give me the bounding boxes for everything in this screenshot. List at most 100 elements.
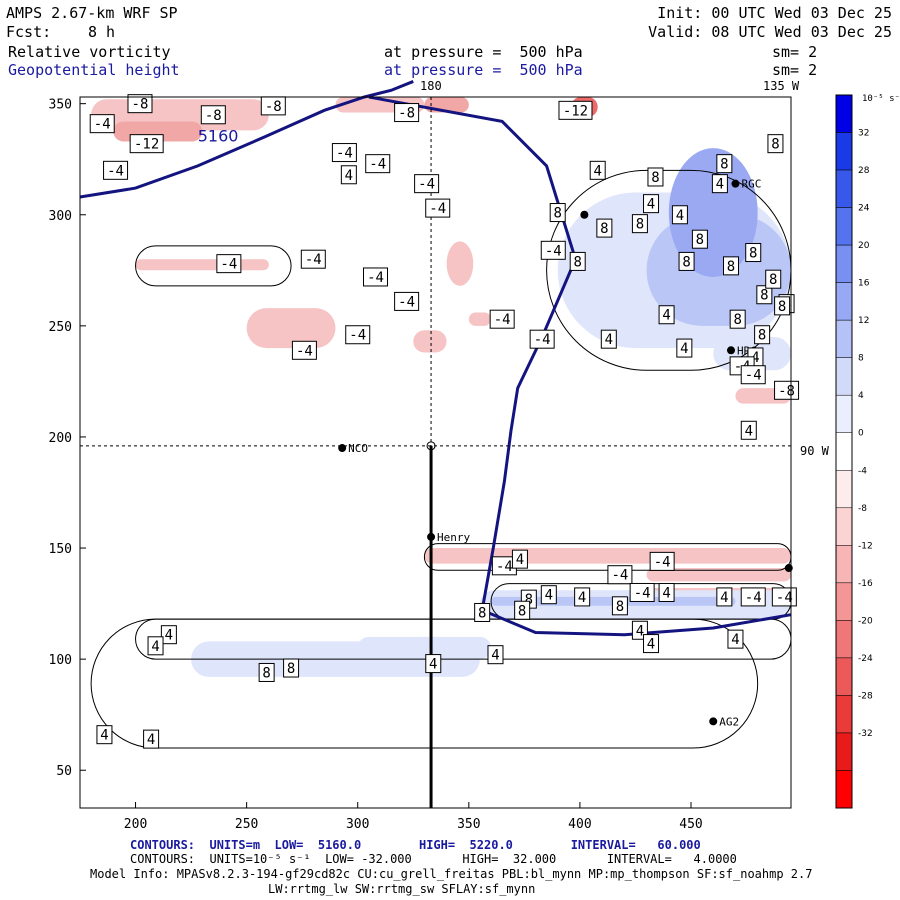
colorbar-tick-15: -24 [858, 654, 873, 664]
station-dot-2 [709, 717, 718, 726]
vorticity-label-box-43 [596, 218, 613, 238]
vorticity-label-box-56 [740, 587, 766, 607]
vorticity-label-text-37: -4 [745, 368, 762, 384]
vorticity-label-box-61 [540, 585, 557, 605]
vorticity-label-text-55: -4 [634, 585, 651, 601]
vorticity-label-65: 8 [474, 602, 491, 622]
vorticity-label-49: 8 [765, 269, 782, 289]
vorticity-label-box-23 [711, 174, 728, 194]
vorticity-label-text-43: 8 [600, 221, 608, 237]
vorticity-label-box-17 [489, 309, 515, 329]
vorticity-label-text-24: 8 [771, 137, 779, 153]
vorticity-label-box-34 [754, 325, 771, 345]
vorticity-label-text-47: 8 [696, 232, 704, 248]
vorticity-label-70: 4 [425, 654, 442, 674]
vorticity-label-box-49 [765, 269, 782, 289]
vorticity-label-box-26 [671, 205, 688, 225]
vorticity-label-text-72: 8 [287, 661, 295, 677]
vorticity-label-text-58: 4 [662, 585, 670, 601]
vorticity-label-27: 8 [745, 243, 762, 263]
vorticity-label-68: 4 [643, 634, 660, 654]
vorticity-label-box-9 [365, 154, 391, 174]
vorticity-label-box-76 [96, 725, 113, 745]
colorbar-swatch-13 [835, 582, 853, 621]
vorticity-label-text-73: 4 [165, 628, 173, 644]
vorticity-label-4: -8 [260, 96, 286, 116]
vorticity-label-text-66: 4 [636, 623, 644, 639]
vorticity-shading-16 [646, 568, 791, 582]
colorbar-swatch-5 [835, 282, 853, 321]
vorticity-label-54: -4 [649, 551, 675, 571]
vorticity-label-10: -4 [414, 174, 440, 194]
vorticity-label-text-38: -8 [778, 383, 795, 399]
vorticity-label-text-59: 4 [720, 590, 728, 606]
vorticity-label-11: -4 [425, 198, 451, 218]
vorticity-label-text-62: 4 [578, 590, 586, 606]
vorticity-label-box-14 [300, 249, 326, 269]
colorbar-tick-16: -28 [858, 691, 873, 701]
colorbar-swatch-16 [835, 695, 853, 734]
vorticity-label-text-21: -12 [563, 103, 588, 119]
vorticity-label-text-20: -4 [534, 332, 551, 348]
vorticity-label-text-1: -8 [132, 97, 149, 113]
colorbar-swatch-0 [835, 94, 853, 133]
colorbar-tick-11: -8 [858, 504, 867, 514]
vorticity-label-box-5 [103, 160, 129, 180]
colorbar-swatch-4 [835, 244, 853, 283]
vorticity-label-box-29 [756, 285, 773, 305]
vorticity-label-40: 4 [676, 338, 693, 358]
vorticity-label-29: 8 [756, 285, 773, 305]
vorticity-label-box-2 [129, 134, 164, 154]
height-contour-5160-west [79, 80, 414, 199]
vorticity-label-box-31 [774, 296, 791, 316]
vorticity-label-1: -8 [127, 94, 153, 114]
vorticity-label-14: -4 [300, 249, 326, 269]
vorticity-label-text-68: 4 [647, 637, 655, 653]
colorbar-tick-14: -20 [858, 616, 873, 626]
vorticity-label-box-12 [540, 240, 566, 260]
vorticity-label-2: -12 [129, 134, 164, 154]
vorticity-label-7: -4 [331, 143, 357, 163]
vorticity-label-text-22: 8 [720, 157, 728, 173]
vorticity-label-text-44: 8 [553, 206, 561, 222]
vorticity-label-text-48: 8 [682, 254, 690, 270]
vorticity-label-box-20 [529, 329, 555, 349]
vorticity-label-text-6: -8 [398, 106, 415, 122]
vorticity-label-26: 4 [671, 205, 688, 225]
x-tick-label-250: 250 [235, 817, 258, 832]
vorticity-label-text-53: -4 [611, 568, 628, 584]
colorbar-swatch-18 [835, 770, 853, 809]
vorticity-label-67: 4 [727, 629, 744, 649]
vorticity-label-box-11 [425, 198, 451, 218]
vorticity-label-32: 8 [729, 309, 746, 329]
footer-physics: LW:rrtmg_lw SW:rrtmg_sw SFLAY:sf_mynn [268, 882, 536, 896]
vorticity-label-box-19 [291, 340, 317, 360]
vorticity-label-text-61: 4 [545, 588, 553, 604]
vorticity-label-text-3: -8 [205, 108, 222, 124]
y-tick-label-150: 150 [49, 542, 72, 557]
vorticity-label-74: 4 [147, 636, 164, 656]
vorticity-label-box-1 [127, 94, 153, 114]
vorticity-label-58: 4 [658, 582, 675, 602]
vorticity-label-box-57 [771, 587, 797, 607]
vorticity-label-text-40: 4 [680, 341, 688, 357]
station-label-ag2: AG2 [719, 715, 739, 728]
station-label-nco: NCO [348, 442, 368, 455]
station-label-henry: Henry [437, 531, 470, 544]
vorticity-shading-15 [424, 548, 791, 564]
vorticity-label-box-52 [511, 549, 528, 569]
pole-marker [426, 441, 436, 451]
vorticity-label-text-28: 8 [727, 259, 735, 275]
vorticity-label-box-24 [767, 134, 784, 154]
vorticity-label-box-42 [569, 251, 586, 271]
vorticity-label-text-18: -4 [349, 328, 366, 344]
vorticity-label-text-45: 4 [593, 163, 601, 179]
vorticity-label-box-47 [691, 229, 708, 249]
vorticity-label-box-41 [600, 329, 617, 349]
colorbar-tick-10: -4 [858, 466, 867, 476]
vorticity-label-text-69: 4 [491, 648, 499, 664]
vorticity-label-41: 4 [600, 329, 617, 349]
vorticity-label-box-69 [487, 645, 504, 665]
station-dot-4 [731, 179, 740, 188]
vorticity-label-63: 8 [611, 596, 628, 616]
